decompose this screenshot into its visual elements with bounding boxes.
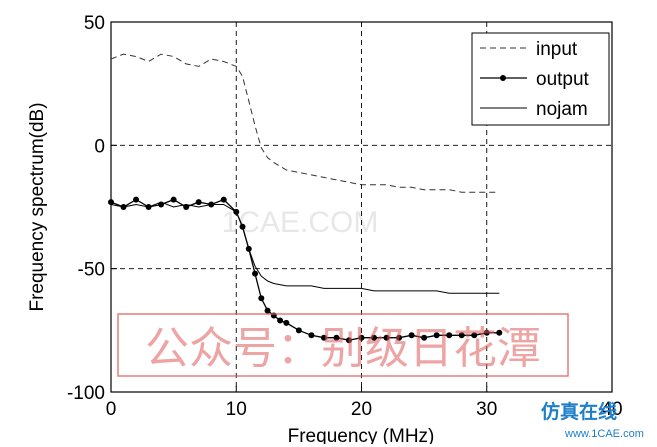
series-point-output xyxy=(408,332,415,339)
x-tick-label: 20 xyxy=(351,399,372,420)
series-line-nojam xyxy=(110,201,500,294)
series-point-output xyxy=(333,334,340,341)
stamp-text: 公众号：别级日花潭 xyxy=(145,323,541,374)
x-tick-label: 40 xyxy=(601,399,622,420)
series-point-output xyxy=(220,196,227,203)
series-point-output xyxy=(133,196,140,203)
axis-ticks: 0 10 20 30 40 -100 -50 0 50 xyxy=(67,13,623,420)
series-point-output xyxy=(170,196,177,203)
y-tick-label: -100 xyxy=(67,383,105,404)
center-watermark: 1CAE.COM xyxy=(222,206,379,239)
series-point-output xyxy=(446,332,453,339)
legend-output-label: output xyxy=(536,69,590,90)
series-point-output xyxy=(471,332,478,339)
legend-input-label: input xyxy=(536,39,578,60)
series-point-output xyxy=(183,204,190,210)
logo-url: www.1CAE.com xyxy=(564,428,644,440)
series-point-output xyxy=(320,334,327,341)
series-point-output xyxy=(345,337,352,344)
series-point-output xyxy=(108,199,114,206)
stamp-watermark: 公众号：别级日花潭 xyxy=(117,313,569,377)
series-point-output xyxy=(371,334,378,341)
series-group xyxy=(108,53,503,344)
series-point-output xyxy=(283,319,290,326)
series-point-output xyxy=(396,334,403,341)
x-tick-label: 10 xyxy=(226,399,247,420)
series-point-output xyxy=(277,317,284,324)
logo-watermark: 仿真在线 www.1CAE.com xyxy=(535,396,653,442)
x-tick-label: 30 xyxy=(476,399,497,420)
series-point-output xyxy=(383,334,390,341)
series-point-output xyxy=(295,327,302,334)
series-point-output xyxy=(358,334,365,341)
series-point-output xyxy=(496,329,503,336)
legend: input output nojam xyxy=(471,32,610,126)
x-axis-label: Frequency (MHz) xyxy=(288,426,435,444)
x-tick-label: 0 xyxy=(106,399,117,420)
series-point-output xyxy=(252,270,259,277)
series-point-output xyxy=(258,295,265,302)
series-point-output xyxy=(483,329,490,336)
series-point-output xyxy=(264,307,271,314)
y-tick-label: 50 xyxy=(84,13,105,34)
series-point-output xyxy=(308,332,315,339)
logo-text: 仿真在线 xyxy=(541,400,617,423)
y-tick-label: 0 xyxy=(94,136,105,157)
series-point-output xyxy=(421,334,428,341)
legend-output-marker xyxy=(500,75,506,81)
series-line-input xyxy=(110,53,500,193)
series-point-output xyxy=(458,332,465,339)
y-axis-label: Frequency spectrum(dB) xyxy=(27,102,48,311)
series-point-output xyxy=(195,199,202,206)
series-point-output xyxy=(433,332,440,339)
legend-nojam-label: nojam xyxy=(536,99,588,120)
y-tick-label: -50 xyxy=(78,260,105,281)
